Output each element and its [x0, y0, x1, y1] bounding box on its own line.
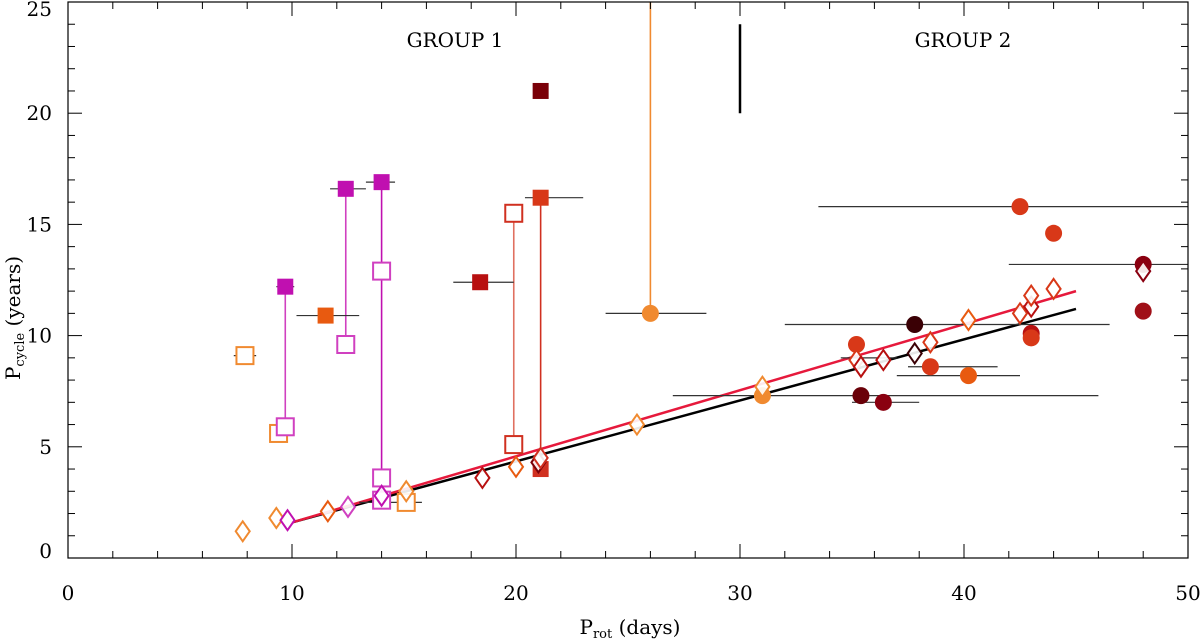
labels: GROUP 1 GROUP 2 Prot (days) Pcycle (year…: [1, 28, 1011, 640]
x-tick-label: 10: [279, 581, 304, 605]
x-tick-label: 30: [727, 581, 752, 605]
point-circle-filled-2: [847, 335, 865, 353]
point-circle-filled-6: [921, 358, 939, 376]
point-diamond-open-21: [1022, 283, 1040, 308]
point-diamond-open-22: [1045, 277, 1062, 301]
point-square-filled-4: [472, 274, 489, 291]
point-square-open-3: [336, 334, 356, 354]
point-diamond-open-10: [532, 446, 549, 470]
point-square-open-5: [372, 468, 392, 488]
point-diamond-open-18: [960, 308, 977, 332]
plot-frame: [67, 1, 1189, 559]
point-circle-filled-4: [874, 393, 892, 411]
fit-line-1: [291, 289, 1077, 524]
y-tick-label: 5: [39, 435, 52, 459]
point-diamond-open-12: [754, 375, 771, 399]
error-bars: [233, 181, 1188, 503]
point-square-filled-3: [373, 174, 390, 191]
y-tick-label: 25: [27, 0, 52, 21]
point-diamond-open-11: [628, 412, 646, 437]
point-diamond-open-7: [474, 466, 491, 490]
point-circle-filled-7: [959, 367, 977, 385]
x-tick-label: 40: [951, 581, 976, 605]
point-diamond-open-0: [234, 519, 251, 544]
point-circle-filled-8: [1011, 198, 1029, 216]
point-circle-filled-5: [906, 315, 924, 333]
point-diamond-open-14: [852, 354, 870, 379]
x-axis-sub: rot: [593, 627, 613, 640]
point-square-open-4: [372, 261, 392, 281]
data-points: [234, 82, 1152, 544]
x-tick-label: 0: [62, 581, 75, 605]
point-square-open-2: [275, 417, 295, 437]
point-square-open-8: [504, 203, 524, 223]
point-diamond-open-5: [373, 483, 390, 508]
point-circle-filled-10: [1022, 329, 1040, 347]
point-square-filled-1: [317, 307, 334, 324]
x-tick-label: 20: [503, 581, 528, 605]
y-tick-label: 15: [27, 212, 52, 236]
point-circle-filled-13: [1134, 302, 1152, 320]
point-square-open-0: [235, 346, 255, 366]
point-square-filled-2: [337, 180, 354, 197]
group-1-label: GROUP 1: [407, 28, 504, 52]
point-diamond-open-4: [339, 495, 357, 519]
point-square-open-9: [504, 435, 524, 455]
point-diamond-open-2: [279, 508, 296, 532]
y-tick-label: 0: [39, 539, 52, 563]
y-tick-label: 20: [27, 101, 52, 125]
point-circle-filled-3: [852, 387, 870, 405]
point-diamond-open-8: [507, 455, 525, 479]
point-square-filled-5: [532, 82, 549, 99]
point-diamond-open-19: [1011, 301, 1029, 326]
point-circle-filled-0: [641, 304, 659, 322]
fit-lines: [291, 289, 1077, 524]
x-axis-title: Prot (days): [580, 615, 681, 640]
group-2-label: GROUP 2: [915, 28, 1012, 52]
y-axis-title: Pcycle (years): [1, 256, 28, 380]
x-axis-main: P: [580, 615, 593, 639]
point-square-filled-0: [277, 278, 294, 295]
axes: 0 10 20 30 40 50 0 5 10 15 20 25: [27, 0, 1200, 605]
point-square-filled-6: [532, 189, 549, 206]
point-diamond-open-23: [1134, 259, 1152, 283]
x-axis-unit: (days): [612, 615, 680, 639]
point-diamond-open-16: [906, 341, 923, 366]
y-axis-unit: (years): [1, 256, 25, 333]
point-diamond-open-6: [398, 479, 415, 504]
point-circle-filled-11: [1045, 224, 1063, 242]
connector-lines: [284, 2, 652, 503]
y-axis-main: P: [1, 367, 25, 380]
point-diamond-open-15: [875, 348, 892, 372]
x-tick-label: 50: [1175, 581, 1200, 605]
point-diamond-open-17: [922, 330, 939, 355]
y-tick-label: 10: [27, 324, 52, 348]
fit-line-0: [291, 307, 1077, 524]
point-diamond-open-1: [268, 506, 285, 530]
y-axis-sub: cycle: [13, 333, 28, 367]
point-diamond-open-3: [319, 499, 337, 524]
